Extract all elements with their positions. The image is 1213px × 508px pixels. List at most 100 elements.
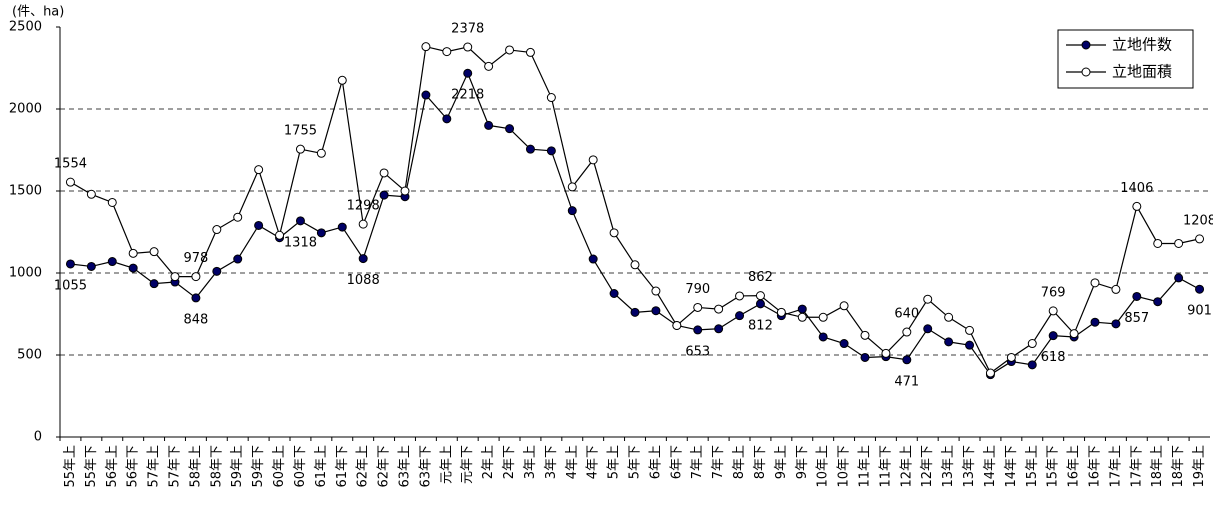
data-point: [1153, 297, 1163, 307]
x-tick-label: 5年下: [628, 445, 643, 479]
data-point: [567, 182, 577, 192]
data-point: [442, 114, 452, 124]
data-point: [797, 304, 807, 314]
data-point: [275, 230, 285, 240]
data-point: [86, 261, 96, 271]
data-point: [1153, 238, 1163, 248]
x-tick-label: 57年下: [168, 445, 183, 488]
x-tick-label: 59年下: [251, 445, 266, 488]
x-tick-label: 4年上: [565, 445, 580, 479]
data-point: [1048, 306, 1058, 316]
data-label: 2218: [451, 88, 484, 103]
x-tick-label: 18年下: [1171, 445, 1186, 488]
x-tick-label: 14年下: [1004, 445, 1019, 488]
y-tick-label: 2000: [9, 102, 42, 117]
data-point: [149, 279, 159, 289]
data-point: [463, 68, 473, 78]
data-point: [421, 90, 431, 100]
series-line: [70, 45, 1200, 374]
x-tick-label: 6年下: [669, 445, 684, 479]
data-point: [755, 291, 765, 301]
data-point: [1027, 360, 1037, 370]
data-point: [672, 320, 682, 330]
y-tick-label: 1500: [9, 184, 42, 199]
y-tick-label: 0: [34, 430, 42, 445]
data-point: [902, 327, 912, 337]
data-point: [107, 197, 117, 207]
data-point: [337, 222, 347, 232]
data-point: [295, 144, 305, 154]
data-point: [191, 293, 201, 303]
data-point: [128, 248, 138, 258]
data-point: [463, 42, 473, 52]
x-tick-label: 60年上: [272, 445, 287, 488]
x-tick-label: 4年下: [586, 445, 601, 479]
x-tick-label: 17年上: [1108, 445, 1123, 488]
x-tick-label: 58年下: [209, 445, 224, 488]
data-label: 1208: [1183, 213, 1213, 228]
data-point: [86, 189, 96, 199]
data-point: [1195, 284, 1205, 294]
data-label: 1055: [54, 278, 87, 293]
data-point: [1195, 234, 1205, 244]
x-tick-label: 56年上: [105, 445, 120, 488]
data-label: 769: [1041, 285, 1066, 300]
x-tick-label: 元年上: [439, 445, 454, 484]
x-tick-label: 8年上: [732, 445, 747, 479]
data-point: [484, 120, 494, 130]
data-point: [714, 324, 724, 334]
x-tick-label: 13年上: [941, 445, 956, 488]
x-tick-label: 6年上: [648, 445, 663, 479]
data-point: [233, 212, 243, 222]
x-tick-label: 12年上: [899, 445, 914, 488]
data-point: [505, 124, 515, 134]
data-point: [985, 368, 995, 378]
data-point: [881, 348, 891, 358]
data-point: [149, 247, 159, 257]
data-label: 1088: [347, 273, 380, 288]
data-label: 1755: [284, 124, 317, 139]
data-point: [484, 61, 494, 71]
data-label: 790: [685, 282, 710, 297]
data-point: [609, 289, 619, 298]
data-label: 1298: [347, 199, 380, 214]
x-tick-label: 60年下: [293, 445, 308, 488]
x-tick-label: 14年上: [983, 445, 998, 488]
data-point: [358, 219, 368, 229]
legend-marker: [1081, 67, 1091, 77]
data-point: [818, 312, 828, 322]
series-line: [70, 71, 1200, 376]
x-tick-label: 17年下: [1129, 445, 1144, 488]
data-point: [860, 352, 870, 362]
data-point: [337, 75, 347, 85]
data-point: [1174, 238, 1184, 248]
x-tick-label: 5年上: [607, 445, 622, 479]
data-point: [588, 155, 598, 165]
data-point: [1090, 278, 1100, 288]
data-point: [1006, 352, 1016, 362]
y-tick-label: 500: [17, 348, 42, 363]
data-label: 471: [894, 374, 919, 389]
x-tick-label: 56年下: [126, 445, 141, 488]
x-tick-label: 63年上: [398, 445, 413, 488]
data-point: [1132, 291, 1142, 301]
data-label: 2378: [451, 22, 484, 37]
y-tick-label: 2500: [9, 20, 42, 35]
data-point: [546, 93, 556, 103]
data-point: [1111, 319, 1121, 329]
data-point: [400, 186, 410, 196]
x-tick-label: 63年下: [418, 445, 433, 488]
data-label: 848: [183, 312, 208, 327]
data-point: [1174, 273, 1184, 283]
data-point: [65, 177, 75, 187]
data-point: [546, 146, 556, 156]
data-point: [233, 254, 243, 264]
data-point: [651, 306, 661, 316]
data-point: [1048, 331, 1058, 341]
x-tick-label: 10年上: [816, 445, 831, 488]
data-point: [839, 301, 849, 311]
data-point: [295, 216, 305, 226]
data-point: [944, 337, 954, 347]
data-label: 857: [1124, 311, 1149, 326]
